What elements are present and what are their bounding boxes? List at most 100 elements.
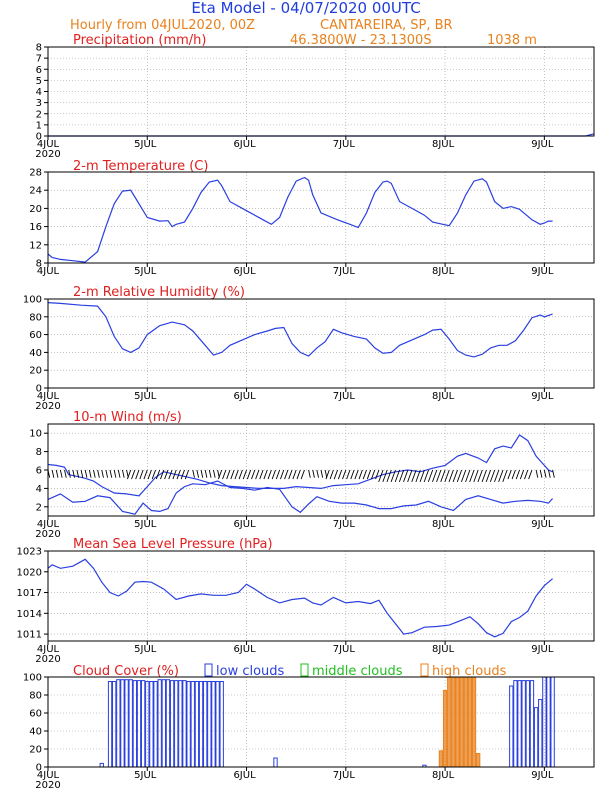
cloud-bar-low-clouds — [194, 681, 200, 768]
wind-barb — [196, 469, 200, 478]
wind-barb — [172, 469, 177, 480]
wind-barb — [444, 469, 450, 483]
wind-barb — [242, 469, 247, 480]
wind-barb — [139, 469, 144, 480]
wind-barb — [511, 469, 516, 480]
wind-barb — [101, 469, 104, 478]
cloud-bar-low-clouds — [525, 680, 530, 768]
wind-barb — [88, 469, 92, 478]
precip-xtick-label: 5JUL — [134, 139, 157, 150]
rh-ytick-label: 0 — [36, 384, 42, 395]
station-coords: 46.3800W - 23.1300S — [290, 33, 432, 48]
cloud-bar-high-clouds — [463, 676, 468, 768]
precip-ytick-label: 0 — [36, 132, 42, 143]
wind-barb — [275, 469, 281, 480]
wind-barb — [465, 469, 471, 483]
wind-barb — [494, 469, 500, 483]
wind-barb — [548, 469, 551, 478]
wind-xtick-year: 2020 — [35, 529, 60, 540]
mslp-xtick-label: 5JUL — [134, 644, 157, 655]
temp-xtick-label: 7JUL — [333, 266, 356, 277]
wind-barb — [415, 469, 421, 483]
wind-barb — [97, 469, 100, 478]
precip-title: Precipitation (mm/h) — [73, 33, 206, 48]
wind-barb — [160, 469, 165, 480]
precip-ytick-label: 2 — [36, 109, 42, 120]
wind-barb — [55, 469, 59, 478]
cloud-bar-low-clouds — [145, 681, 150, 768]
wind-barb — [51, 469, 55, 478]
precip-xtick-label: 9JUL — [531, 139, 554, 150]
rh-xtick-label: 7JUL — [333, 391, 356, 402]
mslp-xtick-label: 6JUL — [233, 644, 256, 655]
cloud-bar-low-clouds — [186, 681, 191, 768]
wind-barb — [151, 469, 156, 480]
wind-barb — [473, 469, 479, 483]
temp-ytick-label: 8 — [36, 259, 42, 270]
cloud-bar-low-clouds — [178, 680, 183, 768]
wind-series-wind_speed_lower — [47, 480, 554, 515]
wind-barb — [64, 469, 67, 478]
mslp-frame — [47, 550, 595, 642]
precip-ytick-label: 7 — [36, 54, 42, 65]
rh-xtick-label: 8JUL — [432, 391, 455, 402]
wind-barb — [230, 469, 235, 480]
wind-barb — [456, 469, 463, 483]
wind-barb — [407, 469, 413, 483]
chart-title: Eta Model - 04/07/2020 00UTC — [191, 0, 420, 17]
wind-barb — [440, 469, 446, 483]
cloud-bar-low-clouds — [546, 676, 551, 768]
wind-barb — [80, 469, 84, 478]
wind-barb — [208, 469, 212, 478]
cloud-bar-high-clouds — [471, 676, 477, 768]
cloud-bar-low-clouds — [153, 681, 158, 768]
wind-barb — [72, 469, 75, 478]
clouds-ytick-label: 60 — [29, 709, 42, 720]
clouds-xtick-label: 9JUL — [531, 770, 554, 781]
wind-barb — [246, 469, 252, 480]
wind-title: 10-m Wind (m/s) — [73, 410, 182, 425]
cloud-bar-high-clouds — [442, 690, 448, 768]
wind-barb — [403, 469, 409, 483]
cloud-bar-low-clouds — [273, 757, 278, 768]
mslp-ytick-label: 1020 — [17, 567, 42, 578]
wind-barb — [485, 469, 492, 483]
rh-frame — [47, 298, 595, 389]
wind-barb — [217, 469, 223, 480]
precip-ytick-label: 5 — [36, 76, 42, 87]
cloud-bar-low-clouds — [509, 685, 514, 768]
rh-ytick-label: 40 — [29, 348, 42, 359]
cloud-bar-low-clouds — [517, 680, 522, 768]
wind-frame — [47, 423, 595, 517]
cloud-bar-low-clouds — [107, 681, 113, 768]
wind-barb — [358, 469, 363, 480]
rh-ytick-label: 20 — [29, 366, 42, 377]
temp-xtick-label: 5JUL — [134, 266, 157, 277]
wind-barb — [333, 469, 338, 480]
cloud-bar-low-clouds — [533, 707, 539, 768]
wind-barb — [427, 469, 434, 483]
mslp-ytick-label: 1011 — [17, 630, 42, 641]
wind-barb — [524, 469, 529, 480]
wind-barb — [543, 469, 547, 478]
precip-xtick-year: 2020 — [35, 149, 60, 160]
cloud-bar-low-clouds — [207, 681, 212, 768]
cloud-bar-low-clouds — [140, 680, 146, 768]
temp-xtick-label: 4JUL — [37, 266, 60, 277]
clouds-xtick-label: 4JUL — [37, 770, 60, 781]
wind-barb — [378, 469, 384, 483]
cloud-bar-low-clouds — [124, 679, 129, 768]
cloud-bar-high-clouds — [447, 676, 452, 768]
legend-low-swatch — [204, 663, 213, 677]
temp-frame — [47, 171, 595, 264]
cloud-bar-low-clouds — [513, 680, 518, 768]
wind-barb — [168, 469, 173, 480]
wind-barb — [329, 469, 334, 480]
cloud-bar-high-clouds — [455, 676, 460, 768]
wind-barb — [271, 469, 276, 480]
cloud-bar-low-clouds — [116, 679, 121, 768]
wind-barb — [502, 469, 508, 483]
wind-barb — [354, 469, 359, 480]
cloud-bar-low-clouds — [529, 680, 535, 768]
wind-ytick-label: 6 — [36, 466, 42, 477]
